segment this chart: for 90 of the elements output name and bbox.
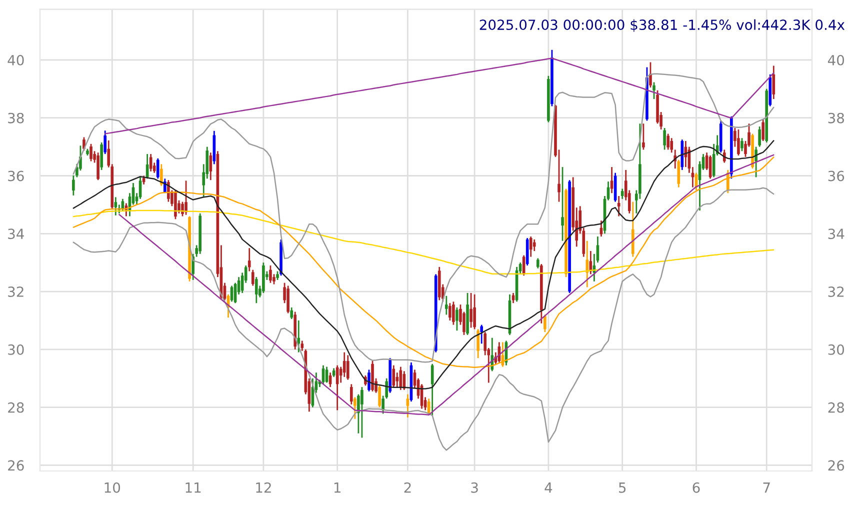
- candlestick: [392, 364, 396, 388]
- candlestick: [354, 396, 356, 420]
- y2-tick-label: 40: [828, 54, 844, 66]
- candlestick: [297, 320, 300, 354]
- candlestick: [368, 368, 370, 392]
- candlestick: [670, 137, 674, 154]
- y2-tick-label: 36: [828, 170, 844, 182]
- candlestick: [663, 127, 666, 150]
- x-tick-label: 7: [763, 482, 770, 493]
- candlestick: [300, 340, 304, 352]
- candlestick: [536, 258, 540, 270]
- candlestick: [445, 295, 448, 316]
- y2-tick-label: 28: [828, 402, 844, 413]
- candlestick: [586, 240, 589, 288]
- candlestick: [290, 306, 293, 320]
- x-tick-label: 12: [256, 482, 271, 493]
- candlestick: [480, 324, 484, 344]
- y2-tick-label: 30: [828, 344, 844, 355]
- candlestick: [396, 372, 399, 388]
- candlestick: [452, 300, 455, 326]
- candlestick: [740, 137, 744, 152]
- candlestick: [617, 195, 620, 217]
- y-tick-label: 34: [8, 228, 24, 240]
- line-series: [104, 58, 774, 134]
- candlestick: [90, 143, 92, 162]
- y-tick-label: 30: [8, 344, 24, 355]
- candlestick: [758, 126, 761, 148]
- candlestick: [649, 62, 652, 88]
- candlestick: [666, 133, 670, 150]
- y-tick-label: 26: [8, 460, 24, 471]
- candlestick: [100, 142, 103, 171]
- candlestick: [561, 166, 564, 242]
- y-tick-label: 36: [8, 170, 24, 182]
- candlestick: [473, 294, 476, 330]
- candlestick: [346, 354, 350, 381]
- y2-tick-label: 34: [828, 228, 844, 240]
- candlestick: [544, 314, 546, 333]
- candlestick: [156, 158, 160, 180]
- y-tick-label: 28: [8, 402, 24, 413]
- y-tick-label: 38: [8, 112, 24, 124]
- x-tick-label: 11: [186, 482, 201, 493]
- candlestick: [470, 292, 472, 328]
- candlestick: [456, 306, 458, 332]
- candlestick: [82, 136, 86, 152]
- candlestick: [610, 166, 614, 194]
- text: 2025.07.03 00:00:00 $38.81 -1.45% vol:442.3K 0.4x: [480, 19, 845, 32]
- line-series: [72, 73, 774, 363]
- y-tick-label: 40: [8, 54, 24, 66]
- x-tick-label: 3: [471, 482, 478, 493]
- candlestick: [722, 148, 726, 164]
- candlestick: [286, 285, 290, 314]
- candlestick: [254, 276, 258, 304]
- x-tick-label: 2: [404, 482, 411, 493]
- candlestick: [476, 328, 480, 359]
- candlestick: [762, 118, 764, 142]
- x-tick-label: 5: [618, 482, 626, 493]
- candlestick: [350, 383, 353, 406]
- candlestick: [652, 82, 656, 100]
- candlestick: [160, 163, 163, 187]
- y-tick-label: 32: [8, 286, 24, 298]
- candlestick: [114, 196, 118, 216]
- x-tick-label: 4: [544, 482, 552, 493]
- candlestick: [360, 386, 364, 438]
- candlestick: [620, 188, 624, 200]
- candlestick: [167, 179, 170, 202]
- candlestick: [209, 152, 212, 181]
- candlestick: [677, 159, 680, 188]
- candlestick: [378, 384, 381, 408]
- candlestick: [248, 247, 251, 272]
- y2-tick-label: 32: [828, 286, 844, 298]
- candlestick: [251, 269, 254, 286]
- x-tick-label: 10: [104, 482, 120, 493]
- candlestick: [754, 146, 758, 178]
- candlestick: [642, 122, 645, 150]
- candlestick: [529, 236, 532, 258]
- candlestick: [72, 174, 75, 196]
- candlestick: [448, 302, 452, 322]
- x-tick-label: 1: [334, 482, 340, 493]
- x-tick-label: 6: [692, 482, 700, 493]
- candlestick: [532, 238, 536, 252]
- candlestick: [737, 128, 740, 156]
- y2-tick-label: 38: [828, 112, 844, 124]
- y2-tick-label: 26: [828, 460, 844, 471]
- candlestick: [269, 264, 272, 284]
- candlestick: [325, 366, 328, 384]
- candlestick: [772, 65, 776, 100]
- candlestick: [104, 130, 107, 155]
- candlestick: [96, 152, 100, 181]
- candlestick: [149, 153, 152, 172]
- candlestick: [406, 394, 410, 418]
